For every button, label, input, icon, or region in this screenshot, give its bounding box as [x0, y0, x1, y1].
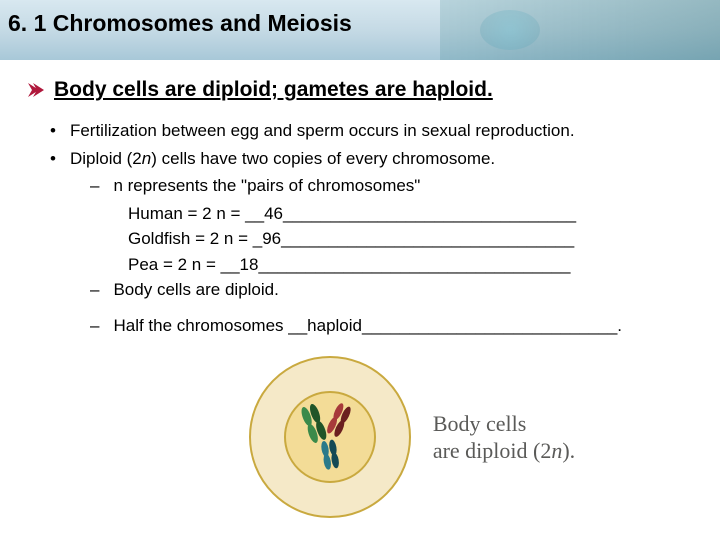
dash-icon: – [90, 277, 99, 303]
line-pea: Pea = 2 n = __18________________________… [128, 252, 710, 278]
bullet-dot-icon: • [50, 146, 56, 172]
line-human: Human = 2 n = __46______________________… [128, 201, 710, 227]
sub-c-text: Half the chromosomes __haploid__________… [113, 313, 622, 339]
bullet-1-text: Fertilization between egg and sperm occu… [70, 118, 575, 144]
l2-pre: are diploid (2 [433, 438, 552, 463]
subtitle-row: Body cells are diploid; gametes are hapl… [28, 78, 710, 102]
content-area: Body cells are diploid; gametes are hapl… [0, 60, 720, 522]
sub-bullet-a: – n represents the "pairs of chromosomes… [90, 173, 710, 199]
header-decoration [440, 0, 720, 60]
section-title: 6. 1 Chromosomes and Meiosis [8, 10, 352, 37]
b2-italic: n [142, 149, 151, 168]
bullet-dot-icon: • [50, 118, 56, 144]
cell-diagram [245, 352, 415, 522]
sub-b-text: Body cells are diploid. [113, 277, 278, 303]
subtitle-text: Body cells are diploid; gametes are hapl… [54, 78, 493, 102]
bullet-2: • Diploid (2n) cells have two copies of … [50, 146, 710, 172]
bullet-list: • Fertilization between egg and sperm oc… [50, 118, 710, 338]
l2-post: ). [562, 438, 575, 463]
sub-bullet-c: – Half the chromosomes __haploid________… [90, 313, 710, 339]
diagram-area: Body cells are diploid (2n). [110, 352, 710, 522]
dash-icon: – [90, 173, 99, 199]
diagram-label-line2: are diploid (2n). [433, 437, 575, 465]
bullet-1: • Fertilization between egg and sperm oc… [50, 118, 710, 144]
sub-a-text: n represents the "pairs of chromosomes" [113, 173, 420, 199]
l2-italic: n [551, 438, 562, 463]
b2-pre: Diploid (2 [70, 149, 142, 168]
line-goldfish: Goldfish = 2 n = _96____________________… [128, 226, 710, 252]
arrow-icon [28, 83, 44, 97]
sub-bullet-b: – Body cells are diploid. [90, 277, 710, 303]
diagram-label: Body cells are diploid (2n). [433, 410, 575, 465]
diagram-label-line1: Body cells [433, 410, 575, 438]
b2-post: ) cells have two copies of every chromos… [151, 149, 495, 168]
dash-icon: – [90, 313, 99, 339]
header-banner: 6. 1 Chromosomes and Meiosis [0, 0, 720, 60]
bullet-2-text: Diploid (2n) cells have two copies of ev… [70, 146, 495, 172]
